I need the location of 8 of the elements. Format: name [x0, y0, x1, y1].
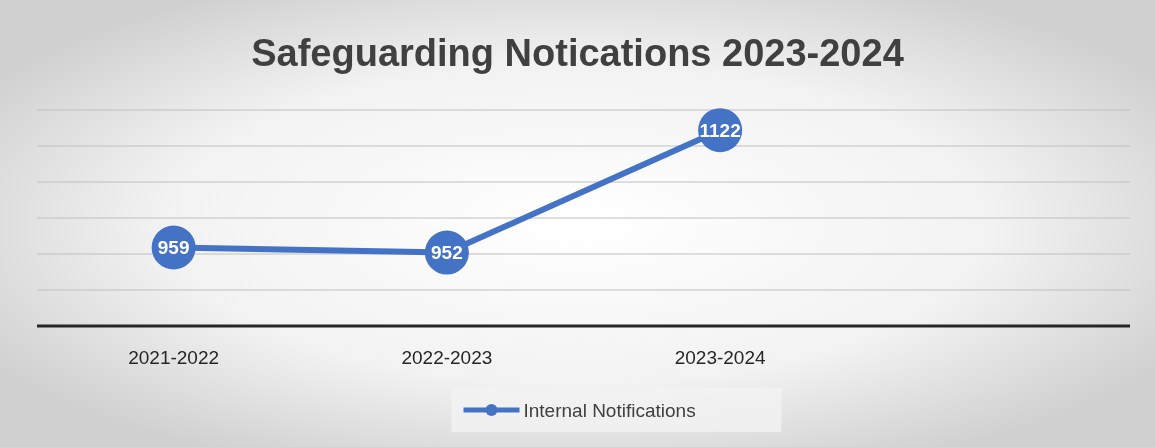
x-tick-label: 2022-2023	[401, 347, 493, 368]
data-label: 952	[431, 242, 463, 264]
data-label: 959	[157, 237, 190, 259]
x-tick-label: 2023-2024	[674, 347, 766, 368]
x-tick-label: 2021-2022	[128, 347, 220, 368]
chart-title: Safeguarding Notications 2023-2024	[251, 32, 904, 74]
legend-label: Internal Notifications	[523, 399, 696, 421]
data-label: 1122	[699, 119, 741, 141]
